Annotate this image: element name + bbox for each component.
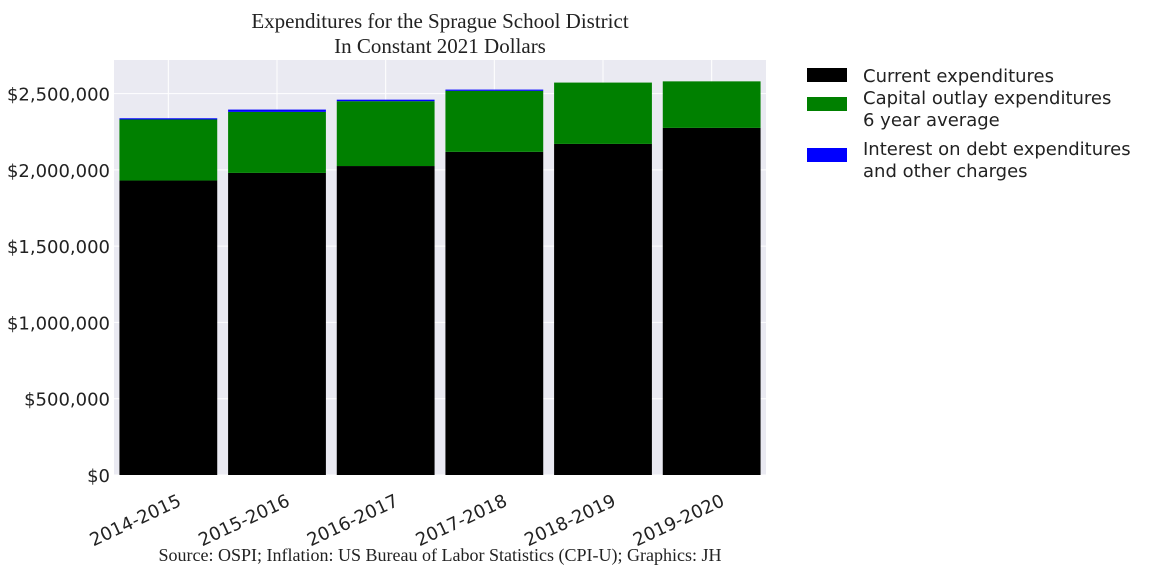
bar-segment-series-2 [228, 111, 326, 173]
bar-segment-series-3 [445, 89, 544, 91]
legend-swatch [807, 148, 847, 162]
y-tick-label: $1,500,000 [7, 237, 110, 258]
legend-entry: Capital outlay expenditures 6 year averag… [807, 88, 1111, 131]
y-axis: $0 $500,000 $1,000,000 $1,500,000 $2,000,000… [7, 85, 110, 487]
x-tick-label: 2017-2018 [413, 490, 511, 551]
chart-subtitle: In Constant 2021 Dollars [334, 34, 546, 58]
bar-segment-series-1 [228, 172, 326, 475]
bar-segment-series-1 [336, 166, 435, 475]
y-tick-label: $2,500,000 [7, 85, 110, 106]
bar-segment-series-1 [662, 127, 761, 476]
legend-swatch [807, 97, 847, 111]
y-tick-label: $0 [87, 466, 110, 487]
legend-entry: Interest on debt expenditures and other c… [807, 139, 1131, 182]
bar-segment-series-2 [445, 90, 544, 152]
x-tick-label: 2016-2017 [304, 490, 402, 551]
legend-swatch [807, 68, 847, 82]
x-tick-label: 2018-2019 [521, 490, 619, 551]
bar-segment-series-3 [119, 118, 218, 120]
x-tick-label: 2019-2020 [630, 490, 728, 551]
bar-segment-series-1 [445, 151, 544, 476]
y-tick-label: $500,000 [24, 390, 110, 411]
bar-segment-series-3 [228, 109, 326, 112]
x-axis: 2014-2015 2015-2016 2016-2017 2017-2018 2018… [87, 490, 728, 551]
bar-segment-series-1 [554, 143, 652, 475]
chart-title: Expenditures for the Sprague School Dist… [251, 9, 628, 33]
bar-segment-series-2 [119, 119, 218, 181]
x-tick-label: 2014-2015 [87, 490, 185, 551]
legend-label: Interest on debt expenditures and other c… [863, 139, 1131, 182]
legend-label: Capital outlay expenditures 6 year averag… [863, 88, 1111, 131]
bar-segment-series-3 [336, 99, 435, 102]
legend-label: Current expenditures [863, 66, 1054, 87]
bar-segment-series-1 [119, 180, 218, 475]
x-tick-label: 2015-2016 [195, 490, 293, 551]
y-tick-label: $1,000,000 [7, 313, 110, 334]
y-tick-label: $2,000,000 [7, 161, 110, 182]
bar-segment-series-2 [554, 82, 652, 144]
bars [119, 81, 761, 476]
legend-entry: Current expenditures [807, 66, 1054, 87]
bar-segment-series-2 [662, 81, 761, 128]
source-note: Source: OSPI; Inflation: US Bureau of La… [159, 545, 722, 566]
plot-area [114, 60, 766, 475]
bar-segment-series-2 [336, 101, 435, 167]
